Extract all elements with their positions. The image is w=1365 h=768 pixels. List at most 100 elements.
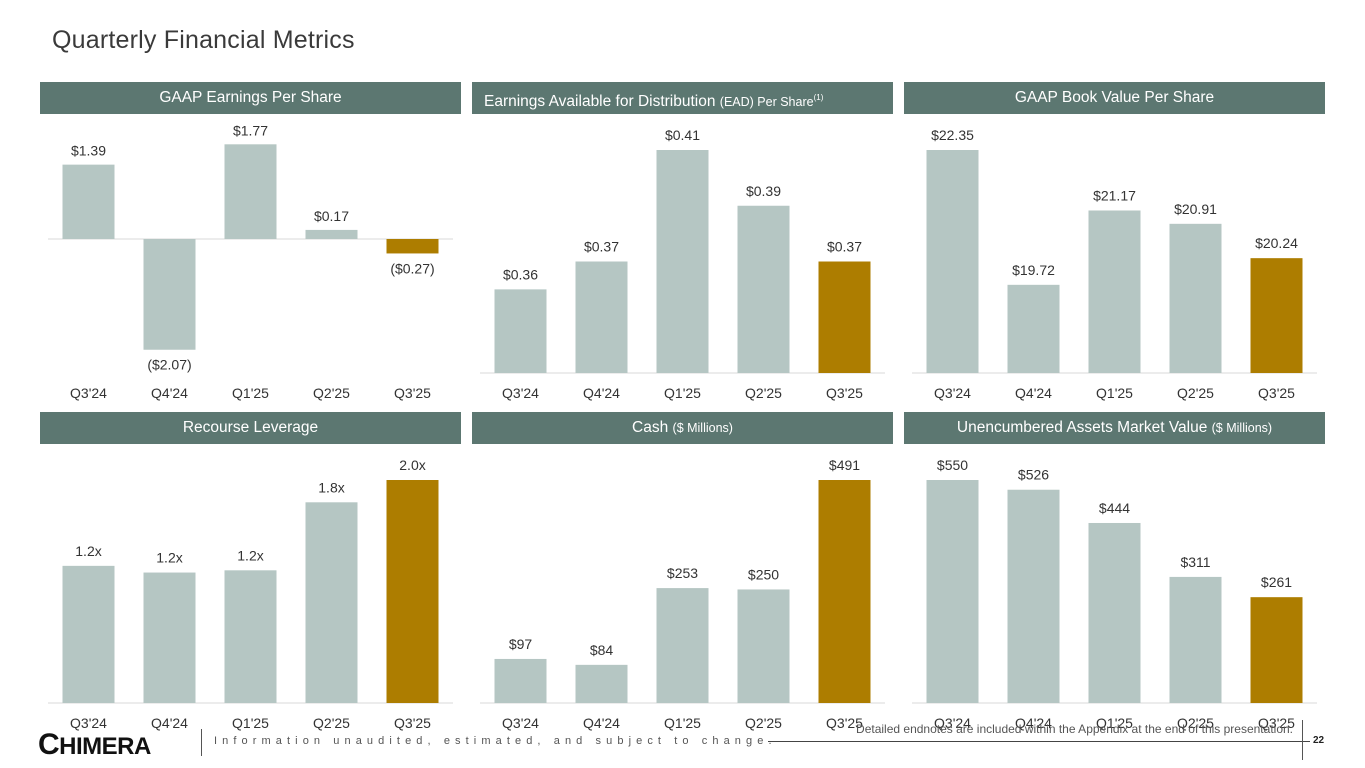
bar-q2-25 — [305, 229, 358, 239]
panel-header: GAAP Book Value Per Share — [904, 82, 1325, 114]
bar-q3-25 — [818, 261, 871, 373]
footer-divider — [201, 729, 202, 756]
x-tick-label: Q4'24 — [1015, 715, 1052, 731]
panel-header: Unencumbered Assets Market Value ($ Mill… — [904, 412, 1325, 444]
panel-subtitle: ($ Millions) — [1211, 421, 1273, 435]
data-label: $491 — [829, 457, 860, 473]
x-tick-label: Q2'25 — [1177, 385, 1214, 401]
x-tick-label: Q3'24 — [934, 385, 971, 401]
x-tick-label: Q1'25 — [232, 715, 269, 731]
bar-q1-25 — [1088, 210, 1141, 373]
logo-initial: C — [38, 728, 60, 761]
logo-rest: HIMERA — [59, 733, 151, 760]
data-label: 1.2x — [75, 543, 101, 559]
footnote-ref: (1) — [813, 93, 824, 102]
data-label: $20.24 — [1255, 235, 1298, 251]
footer-rule — [768, 741, 1310, 742]
data-label: $1.77 — [233, 122, 268, 138]
panel-title: GAAP Book Value Per Share — [1014, 89, 1215, 106]
bar-q1-25 — [224, 144, 277, 239]
panel-subtitle: ($ Millions) — [672, 421, 733, 435]
bar-q2-25 — [1169, 223, 1222, 373]
x-tick-label: Q4'24 — [583, 385, 620, 401]
data-label: $19.72 — [1012, 262, 1055, 278]
data-label: 1.2x — [237, 547, 263, 563]
x-tick-label: Q1'25 — [1096, 385, 1133, 401]
data-label: $444 — [1099, 500, 1130, 516]
footer-vertical-rule — [1302, 720, 1303, 760]
footer-disclaimer: Information unaudited, estimated, and su… — [214, 735, 777, 747]
panel-title: GAAP Earnings Per Share — [159, 89, 342, 106]
panel-recourse-leverage: Recourse Leverage 1.2x Q3'24 1.2x Q4'24 1.2x… — [40, 412, 461, 732]
panel-book-value: GAAP Book Value Per Share $22.35 Q3'24 $19… — [904, 82, 1325, 402]
panel-title: Cash — [632, 419, 669, 436]
data-label: 2.0x — [399, 457, 425, 473]
bar-q3-25 — [1250, 258, 1303, 373]
data-label: $0.37 — [827, 239, 862, 255]
panel-title: Recourse Leverage — [182, 419, 319, 436]
panel-header: GAAP Earnings Per Share — [40, 82, 461, 114]
panel-ead-per-share: Earnings Available for Distribution (EAD… — [472, 82, 893, 402]
bar-q2-25 — [737, 589, 790, 703]
bar-q2-25 — [737, 205, 790, 373]
panel-unencumbered-assets: Unencumbered Assets Market Value ($ Mill… — [904, 412, 1325, 732]
panel-cash: Cash ($ Millions) $97 Q3'24 $84 Q4'24 $253 Q1… — [472, 412, 893, 732]
data-label: $253 — [667, 565, 698, 581]
bar-q3-24 — [926, 480, 979, 703]
data-label: $526 — [1018, 467, 1049, 483]
bar-q4-24 — [143, 239, 196, 350]
data-label: $20.91 — [1174, 201, 1217, 217]
data-label: $21.17 — [1093, 187, 1136, 203]
panel-title: Earnings Available for Distribution — [484, 93, 716, 110]
data-label: $1.39 — [71, 143, 106, 159]
data-label: 1.8x — [318, 479, 344, 495]
x-tick-label: Q3'25 — [1258, 715, 1295, 731]
data-label: $0.37 — [584, 239, 619, 255]
x-tick-label: Q4'24 — [1015, 385, 1052, 401]
chart-gaap-eps: $1.39 Q3'24 ($2.07) Q4'24 $1.77 Q1'25 $0.17 Q2'… — [48, 122, 453, 401]
data-label: $84 — [590, 642, 614, 658]
bar-q2-25 — [1169, 576, 1222, 703]
bar-q4-24 — [575, 664, 628, 703]
data-label: $0.39 — [746, 183, 781, 199]
x-tick-label: Q2'25 — [745, 715, 782, 731]
bar-q1-25 — [656, 588, 709, 703]
bar-q3-25 — [1250, 597, 1303, 703]
data-label: $22.35 — [931, 127, 974, 143]
bar-q3-24 — [62, 164, 115, 239]
bar-q2-25 — [305, 502, 358, 703]
bar-q1-25 — [656, 150, 709, 373]
data-label: ($0.27) — [390, 260, 434, 276]
x-tick-label: Q3'24 — [934, 715, 971, 731]
bar-q4-24 — [575, 261, 628, 373]
x-tick-label: Q4'24 — [151, 715, 188, 731]
bar-q1-25 — [1088, 522, 1141, 703]
x-tick-label: Q1'25 — [232, 385, 269, 401]
bar-q4-24 — [1007, 489, 1060, 703]
data-label: 1.2x — [156, 550, 182, 566]
bar-q3-25 — [386, 480, 439, 703]
bar-q3-24 — [494, 658, 547, 703]
data-label: $550 — [937, 457, 968, 473]
x-tick-label: Q3'25 — [394, 715, 431, 731]
panel-gaap-eps: GAAP Earnings Per Share $1.39 Q3'24 ($2.07… — [40, 82, 461, 402]
x-tick-label: Q2'25 — [313, 715, 350, 731]
panel-subtitle: (EAD) Per Share — [719, 95, 814, 109]
x-tick-label: Q2'25 — [1177, 715, 1214, 731]
panel-header: Cash ($ Millions) — [472, 412, 893, 444]
company-logo: CHIMERA — [38, 728, 151, 762]
bar-q3-25 — [386, 239, 439, 254]
x-tick-label: Q3'24 — [70, 715, 107, 731]
x-tick-label: Q3'24 — [70, 385, 107, 401]
chart-unencumbered-assets: $550 Q3'24 $526 Q4'24 $444 Q1'25 $311 Q2'25 $261… — [912, 457, 1317, 731]
bar-q1-25 — [224, 570, 277, 703]
data-label: $0.36 — [503, 266, 538, 282]
x-tick-label: Q3'25 — [826, 385, 863, 401]
data-label: $311 — [1180, 554, 1210, 570]
bar-q3-24 — [494, 289, 547, 373]
x-tick-label: Q3'24 — [502, 715, 539, 731]
x-tick-label: Q1'25 — [664, 385, 701, 401]
panel-header: Recourse Leverage — [40, 412, 461, 444]
x-tick-label: Q3'25 — [1258, 385, 1295, 401]
page-title: Quarterly Financial Metrics — [52, 26, 355, 54]
